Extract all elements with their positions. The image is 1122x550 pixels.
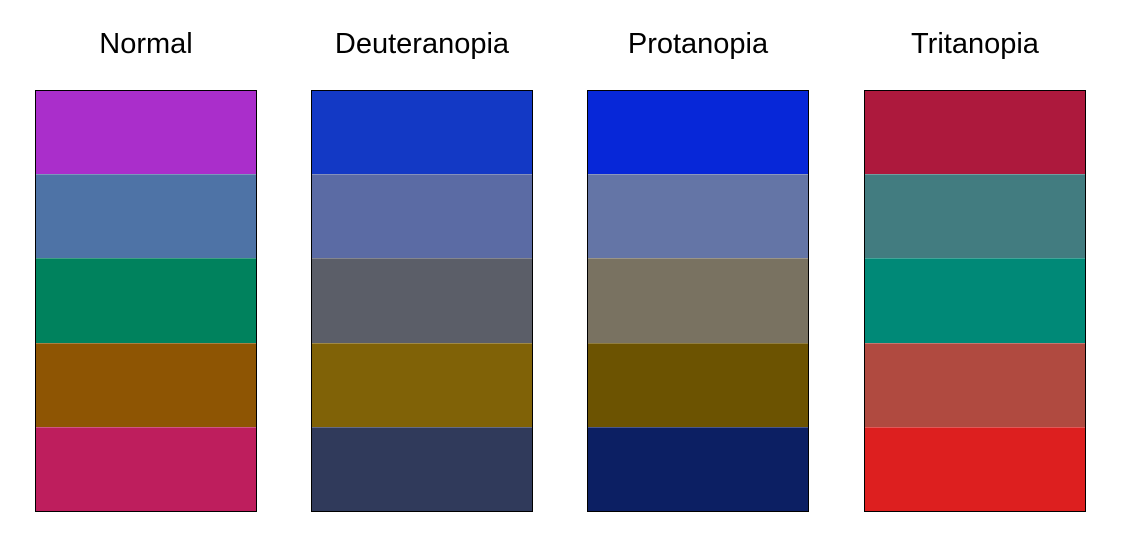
panel-title: Deuteranopia [334, 28, 510, 60]
swatch-stack [35, 90, 257, 512]
panel-title: Normal [99, 28, 193, 60]
panel-protanopia: Protanopia [587, 0, 809, 550]
color-swatch [865, 258, 1085, 343]
color-swatch [36, 174, 256, 259]
color-swatch [312, 174, 532, 259]
color-swatch [588, 258, 808, 343]
color-swatch [312, 426, 532, 512]
color-swatch [312, 91, 532, 175]
color-swatch [865, 426, 1085, 512]
color-swatch [588, 426, 808, 512]
color-swatch [588, 174, 808, 259]
color-swatch [865, 91, 1085, 175]
color-swatch [588, 91, 808, 175]
color-swatch [865, 342, 1085, 427]
panel-tritanopia: Tritanopia [864, 0, 1086, 550]
panel-title: Protanopia [627, 28, 769, 60]
color-swatch [588, 342, 808, 427]
color-swatch [36, 342, 256, 427]
color-swatch [36, 91, 256, 175]
color-swatch [36, 426, 256, 512]
panel-normal: Normal [35, 0, 257, 550]
panel-deuteranopia: Deuteranopia [311, 0, 533, 550]
swatch-stack [311, 90, 533, 512]
swatch-stack [864, 90, 1086, 512]
color-swatch [312, 342, 532, 427]
color-swatch [865, 174, 1085, 259]
color-swatch [36, 258, 256, 343]
swatch-stack [587, 90, 809, 512]
panel-title: Tritanopia [911, 28, 1039, 60]
color-swatch [312, 258, 532, 343]
